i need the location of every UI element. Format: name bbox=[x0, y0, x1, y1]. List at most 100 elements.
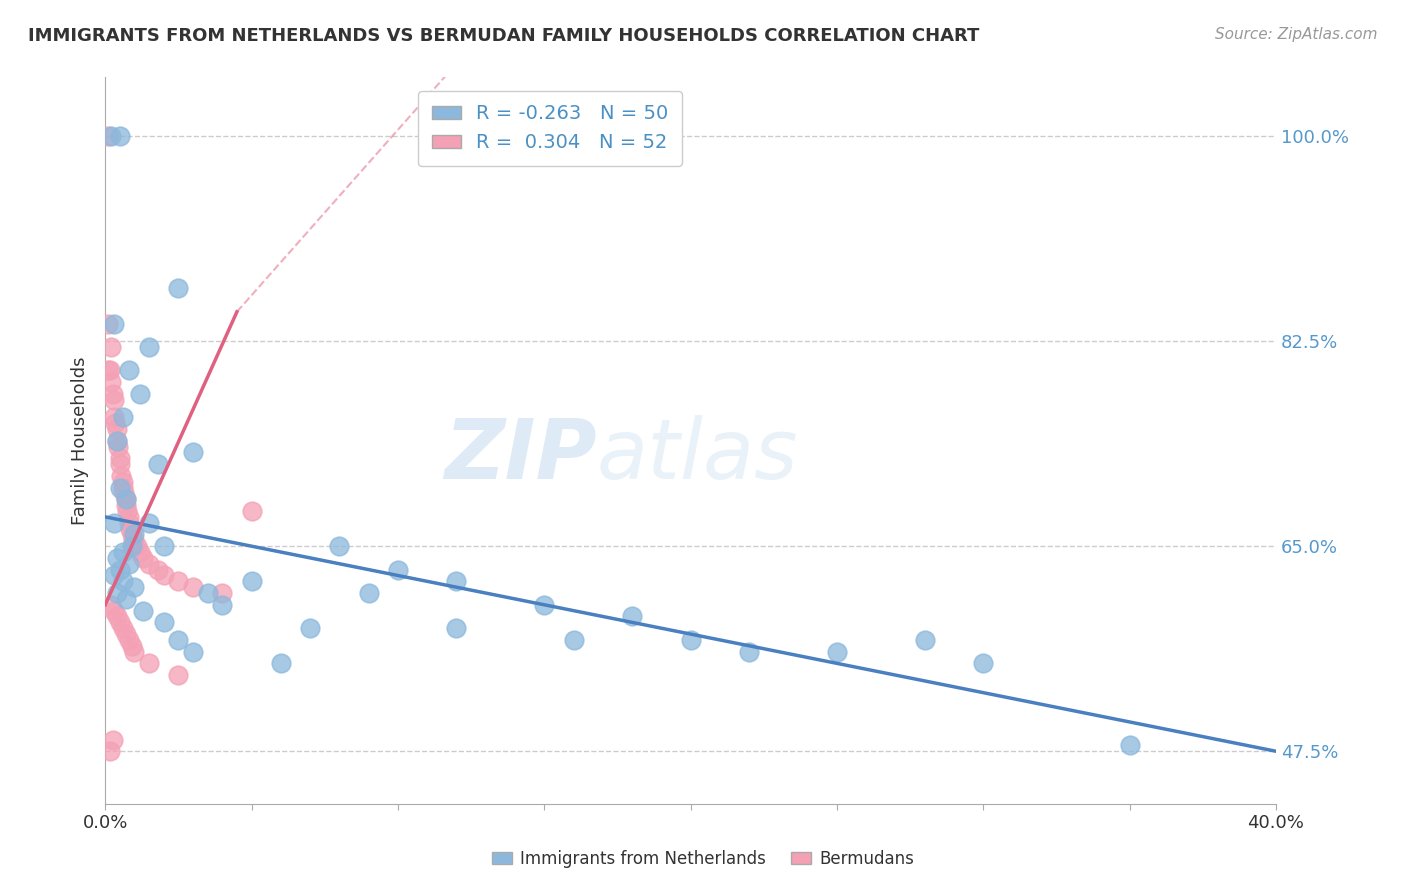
Point bbox=[124, 645, 146, 659]
Point bbox=[127, 539, 149, 553]
Point bbox=[146, 457, 169, 471]
Point bbox=[181, 445, 204, 459]
Point bbox=[108, 615, 131, 630]
Point bbox=[98, 744, 121, 758]
Point bbox=[97, 129, 120, 144]
Point bbox=[972, 657, 994, 671]
Point bbox=[181, 645, 204, 659]
Point bbox=[117, 363, 139, 377]
Point bbox=[121, 539, 143, 553]
Point bbox=[138, 657, 160, 671]
Point bbox=[146, 563, 169, 577]
Point bbox=[111, 545, 134, 559]
Point bbox=[1118, 739, 1140, 753]
Point bbox=[103, 392, 125, 407]
Point bbox=[562, 632, 585, 647]
Point bbox=[111, 475, 134, 489]
Point bbox=[446, 574, 468, 589]
Point bbox=[107, 440, 129, 454]
Point bbox=[103, 604, 125, 618]
Point bbox=[100, 129, 122, 144]
Point bbox=[240, 504, 263, 518]
Point bbox=[97, 363, 120, 377]
Point bbox=[679, 632, 702, 647]
Point bbox=[111, 621, 134, 635]
Point bbox=[105, 422, 128, 436]
Point bbox=[114, 492, 136, 507]
Point bbox=[108, 481, 131, 495]
Point bbox=[738, 645, 761, 659]
Point bbox=[152, 539, 174, 553]
Point bbox=[105, 586, 128, 600]
Point bbox=[825, 645, 848, 659]
Point bbox=[138, 557, 160, 571]
Point bbox=[197, 586, 219, 600]
Point bbox=[105, 434, 128, 448]
Point bbox=[357, 586, 380, 600]
Point bbox=[98, 363, 121, 377]
Point bbox=[103, 516, 125, 530]
Point bbox=[117, 557, 139, 571]
Point bbox=[132, 550, 155, 565]
Point bbox=[122, 533, 145, 548]
Point bbox=[108, 563, 131, 577]
Point bbox=[533, 598, 555, 612]
Point bbox=[117, 509, 139, 524]
Text: Source: ZipAtlas.com: Source: ZipAtlas.com bbox=[1215, 27, 1378, 42]
Point bbox=[621, 609, 644, 624]
Point bbox=[132, 604, 155, 618]
Point bbox=[167, 574, 190, 589]
Point bbox=[105, 609, 128, 624]
Point bbox=[270, 657, 292, 671]
Point bbox=[121, 527, 143, 541]
Point bbox=[100, 598, 122, 612]
Point bbox=[914, 632, 936, 647]
Point bbox=[111, 574, 134, 589]
Point bbox=[299, 621, 322, 635]
Point bbox=[114, 498, 136, 512]
Point bbox=[100, 375, 122, 389]
Point bbox=[97, 317, 120, 331]
Point bbox=[152, 615, 174, 630]
Point bbox=[124, 580, 146, 594]
Text: ZIP: ZIP bbox=[444, 415, 598, 496]
Point bbox=[108, 451, 131, 466]
Point bbox=[117, 632, 139, 647]
Point bbox=[103, 568, 125, 582]
Point bbox=[328, 539, 350, 553]
Point bbox=[111, 481, 134, 495]
Point bbox=[387, 563, 409, 577]
Point bbox=[101, 387, 124, 401]
Point bbox=[100, 340, 122, 354]
Point bbox=[211, 598, 233, 612]
Point bbox=[103, 317, 125, 331]
Point bbox=[105, 550, 128, 565]
Point bbox=[101, 732, 124, 747]
Point bbox=[117, 516, 139, 530]
Point bbox=[129, 387, 152, 401]
Legend: R = -0.263   N = 50, R =  0.304   N = 52: R = -0.263 N = 50, R = 0.304 N = 52 bbox=[418, 91, 682, 166]
Point bbox=[114, 591, 136, 606]
Text: atlas: atlas bbox=[598, 415, 799, 496]
Text: IMMIGRANTS FROM NETHERLANDS VS BERMUDAN FAMILY HOUSEHOLDS CORRELATION CHART: IMMIGRANTS FROM NETHERLANDS VS BERMUDAN … bbox=[28, 27, 980, 45]
Y-axis label: Family Households: Family Households bbox=[72, 357, 89, 525]
Point bbox=[120, 522, 142, 536]
Point bbox=[124, 527, 146, 541]
Point bbox=[110, 468, 132, 483]
Point bbox=[115, 504, 138, 518]
Point bbox=[446, 621, 468, 635]
Point bbox=[114, 492, 136, 507]
Point bbox=[108, 129, 131, 144]
Point bbox=[108, 457, 131, 471]
Legend: Immigrants from Netherlands, Bermudans: Immigrants from Netherlands, Bermudans bbox=[485, 844, 921, 875]
Point bbox=[167, 281, 190, 295]
Point bbox=[121, 639, 143, 653]
Point bbox=[138, 340, 160, 354]
Point bbox=[112, 486, 135, 500]
Point bbox=[114, 627, 136, 641]
Point bbox=[138, 516, 160, 530]
Point bbox=[103, 410, 125, 425]
Point bbox=[181, 580, 204, 594]
Point bbox=[105, 434, 128, 448]
Point bbox=[167, 668, 190, 682]
